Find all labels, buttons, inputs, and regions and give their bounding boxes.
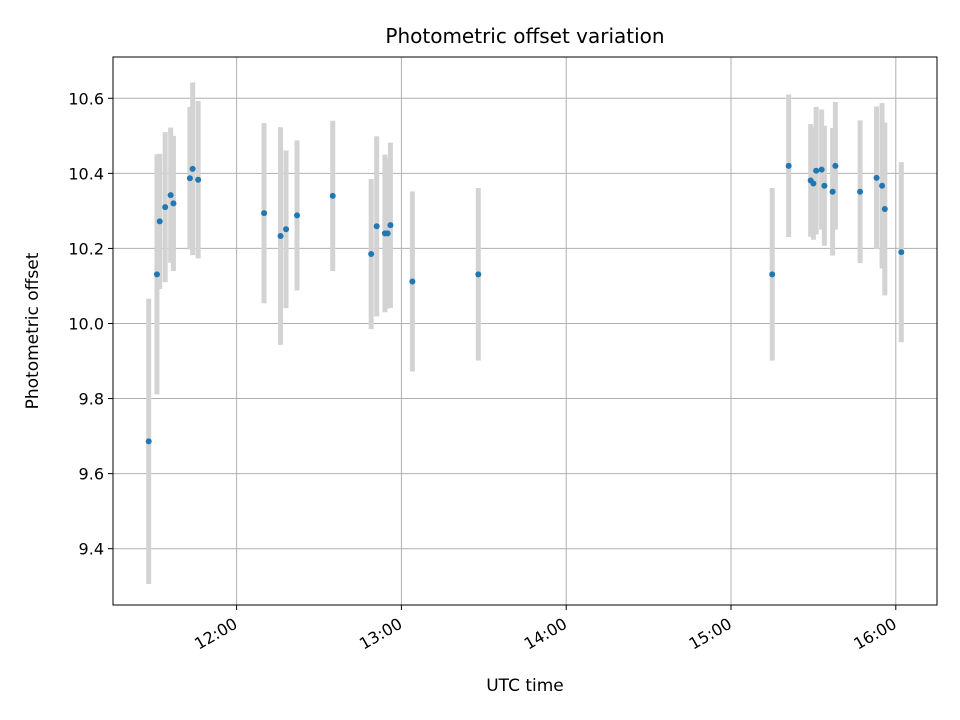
data-point <box>186 175 193 182</box>
data-point <box>785 162 792 169</box>
y-tick-label: 9.4 <box>79 540 104 559</box>
data-point <box>387 222 394 229</box>
data-point <box>818 166 825 173</box>
x-axis-label: UTC time <box>486 676 564 696</box>
data-point <box>162 204 169 211</box>
data-point <box>170 200 177 207</box>
data-point <box>769 271 776 278</box>
data-point <box>156 218 163 225</box>
data-point <box>475 271 482 278</box>
data-point <box>879 182 886 189</box>
data-points <box>145 162 905 445</box>
y-tick-label: 10.6 <box>68 89 104 108</box>
data-point <box>283 226 290 233</box>
y-axis-label: Photometric offset <box>23 252 43 409</box>
data-point <box>810 180 817 187</box>
y-tick-label: 10.4 <box>68 164 104 183</box>
data-point <box>368 251 375 258</box>
data-point <box>409 278 416 285</box>
data-point <box>857 188 864 195</box>
data-point <box>261 210 268 217</box>
data-point <box>277 233 284 240</box>
data-point <box>189 165 196 172</box>
grid <box>113 57 937 605</box>
data-point <box>167 192 174 199</box>
data-point <box>329 192 336 199</box>
data-point <box>813 167 820 174</box>
plot-frame <box>112 56 938 606</box>
data-point <box>373 223 380 230</box>
data-point <box>153 271 160 278</box>
y-tick-label: 9.6 <box>79 465 104 484</box>
data-point <box>898 249 905 256</box>
data-point <box>145 438 152 445</box>
data-point <box>829 188 836 195</box>
data-point <box>294 212 301 219</box>
data-point <box>832 162 839 169</box>
y-tick-label: 10.2 <box>68 239 104 258</box>
y-axis: 9.4 9.6 9.8 10.0 10.2 10.4 10.6 <box>68 89 113 559</box>
data-point <box>821 182 828 189</box>
data-point <box>881 206 888 213</box>
data-point <box>873 174 880 181</box>
y-tick-label: 10.0 <box>68 314 104 333</box>
chart-title: Photometric offset variation <box>385 24 664 48</box>
y-tick-label: 9.8 <box>79 390 104 409</box>
data-point <box>384 230 391 237</box>
data-point <box>195 176 202 183</box>
